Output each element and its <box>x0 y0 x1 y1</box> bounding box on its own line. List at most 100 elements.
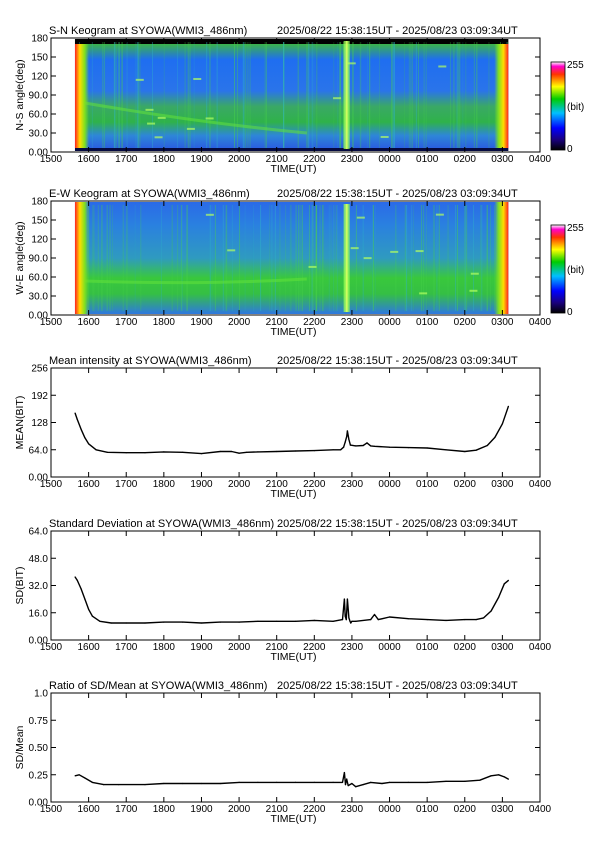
keogram-sn-streak <box>126 42 128 148</box>
sd-chart-point <box>377 619 379 621</box>
keogram-ew-streak <box>308 205 310 311</box>
mean-chart-point <box>370 445 372 447</box>
mean-chart-x-axis-label: TIME(UT) <box>270 488 316 500</box>
sd-chart-y-axis-label: SD(BIT) <box>14 567 26 605</box>
keogram-ew-x-tick-label: 1500 <box>40 317 63 328</box>
ratio-chart-point <box>490 775 492 777</box>
keogram-sn-top-band <box>74 39 509 44</box>
keogram-ew-streak <box>239 205 241 311</box>
keogram-sn-streak <box>216 42 218 148</box>
keogram-sn-streak <box>340 42 342 148</box>
keogram-ew-arc <box>84 277 307 285</box>
ratio-chart-point <box>407 781 409 784</box>
sd-chart-point <box>407 618 409 620</box>
sd-chart-series-line <box>74 576 509 624</box>
keogram-sn-streak <box>339 42 341 148</box>
ratio-chart-x-tick-label: 0100 <box>416 804 439 815</box>
keogram-ew-streak <box>181 205 183 311</box>
ratio-chart-point <box>388 781 391 784</box>
mean-chart-x-tick-label: 1500 <box>40 479 63 490</box>
mean-chart-point <box>388 446 391 448</box>
keogram-sn-streak <box>418 42 420 148</box>
keogram-sn-streak <box>209 42 211 148</box>
keogram-ew-spot <box>469 289 478 292</box>
keogram-ew-streak <box>134 205 136 311</box>
keogram-sn-streak <box>121 42 123 148</box>
sd-chart-title: Standard Deviation at SYOWA(WMI3_486nm) <box>49 518 274 530</box>
mean-chart-point <box>348 438 350 441</box>
keogram-sn-spot <box>205 117 214 120</box>
keogram-ew-streak <box>92 205 94 311</box>
ratio-chart-point <box>362 784 364 786</box>
keogram-sn-spot <box>135 78 144 81</box>
keogram-sn-panel: S-N Keogram at SYOWA(WMI3_486nm) 2025/08/… <box>14 25 584 175</box>
ratio-chart-point <box>182 782 184 785</box>
keogram-sn-x-tick-label: 1900 <box>190 154 213 165</box>
keogram-sn-streak <box>237 42 239 148</box>
keogram-ew-streak <box>93 205 95 311</box>
sd-chart-point <box>345 619 347 621</box>
keogram-sn-streak <box>138 42 140 148</box>
mean-chart-point <box>464 450 466 453</box>
keogram-ew-streak <box>406 205 408 311</box>
keogram-sn-streak <box>118 42 120 148</box>
mean-chart-point <box>313 450 315 452</box>
keogram-sn-spot <box>157 116 166 119</box>
keogram-ew-streak <box>421 205 423 311</box>
keogram-ew-x-tick-label: 1700 <box>115 317 138 328</box>
keogram-sn-y-axis-label: N-S angle(deg) <box>14 59 26 130</box>
keogram-ew-streak <box>271 205 273 311</box>
ratio-chart-y-tick-label: 1.0 <box>34 689 48 700</box>
keogram-sn-streak <box>121 42 123 148</box>
sd-chart-point <box>349 620 351 622</box>
keogram-ew-streak <box>214 205 216 311</box>
keogram-sn-streak <box>425 42 427 148</box>
keogram-sn-x-tick-label: 1700 <box>115 154 138 165</box>
keogram-ew-streak <box>279 205 281 311</box>
keogram-sn-spot <box>186 127 195 130</box>
sd-chart-point <box>182 621 184 623</box>
mean-chart-point <box>340 449 342 451</box>
ratio-chart-point <box>200 782 203 785</box>
keogram-sn-streak <box>457 42 459 148</box>
keogram-sn-streak <box>264 42 266 148</box>
mean-chart-y-tick-label: 192 <box>31 391 48 402</box>
mean-chart-point <box>238 452 240 454</box>
sd-chart-panel: Standard Deviation at SYOWA(WMI3_486nm) 2… <box>14 518 552 663</box>
keogram-ew-streak <box>126 205 128 311</box>
ratio-chart-panel: Ratio of SD/Mean at SYOWA(WMI3_486nm) 202… <box>14 680 552 825</box>
keogram-sn-streak <box>408 42 410 148</box>
keogram-sn-spot <box>380 135 389 138</box>
sd-chart-point <box>80 588 82 590</box>
sd-chart-x-tick-label: 2100 <box>266 642 289 653</box>
keogram-sn-streak <box>104 42 106 148</box>
keogram-ew-streak <box>274 205 276 311</box>
ratio-chart-point <box>344 784 347 786</box>
mean-chart-point <box>332 449 334 451</box>
ratio-chart-x-tick-label: 2100 <box>266 804 289 815</box>
keogram-ew-streak <box>298 205 300 311</box>
sd-chart-point <box>76 579 78 582</box>
keogram-sn-streak <box>367 42 369 148</box>
keogram-ew-x-tick-label: 0400 <box>529 317 552 328</box>
keogram-sn-y-tick-label: 0.00 <box>29 148 49 159</box>
keogram-ew-streak <box>490 205 492 311</box>
keogram-ew-streak <box>433 205 435 311</box>
ratio-chart-x-tick-label: 1600 <box>77 804 100 815</box>
mean-chart-point <box>445 449 447 451</box>
keogram-sn-streak <box>313 42 315 148</box>
keogram-ew-streak <box>122 205 124 311</box>
keogram-ew-spot <box>227 249 236 252</box>
keogram-ew-streak <box>295 205 297 311</box>
sd-chart-point <box>343 598 345 600</box>
keogram-sn-edge-left <box>74 44 89 148</box>
mean-chart-point <box>88 443 90 445</box>
sd-chart-x-tick-label: 0300 <box>491 642 514 653</box>
keogram-sn-streak <box>315 42 317 148</box>
keogram-ew-streak <box>466 205 468 311</box>
keogram-ew-colorbar-unit: (bit) <box>567 265 584 276</box>
ratio-chart-point <box>103 784 105 786</box>
ratio-chart-point <box>498 774 500 776</box>
mean-chart-x-tick-label: 0200 <box>454 479 477 490</box>
keogram-sn-streak <box>456 42 458 148</box>
